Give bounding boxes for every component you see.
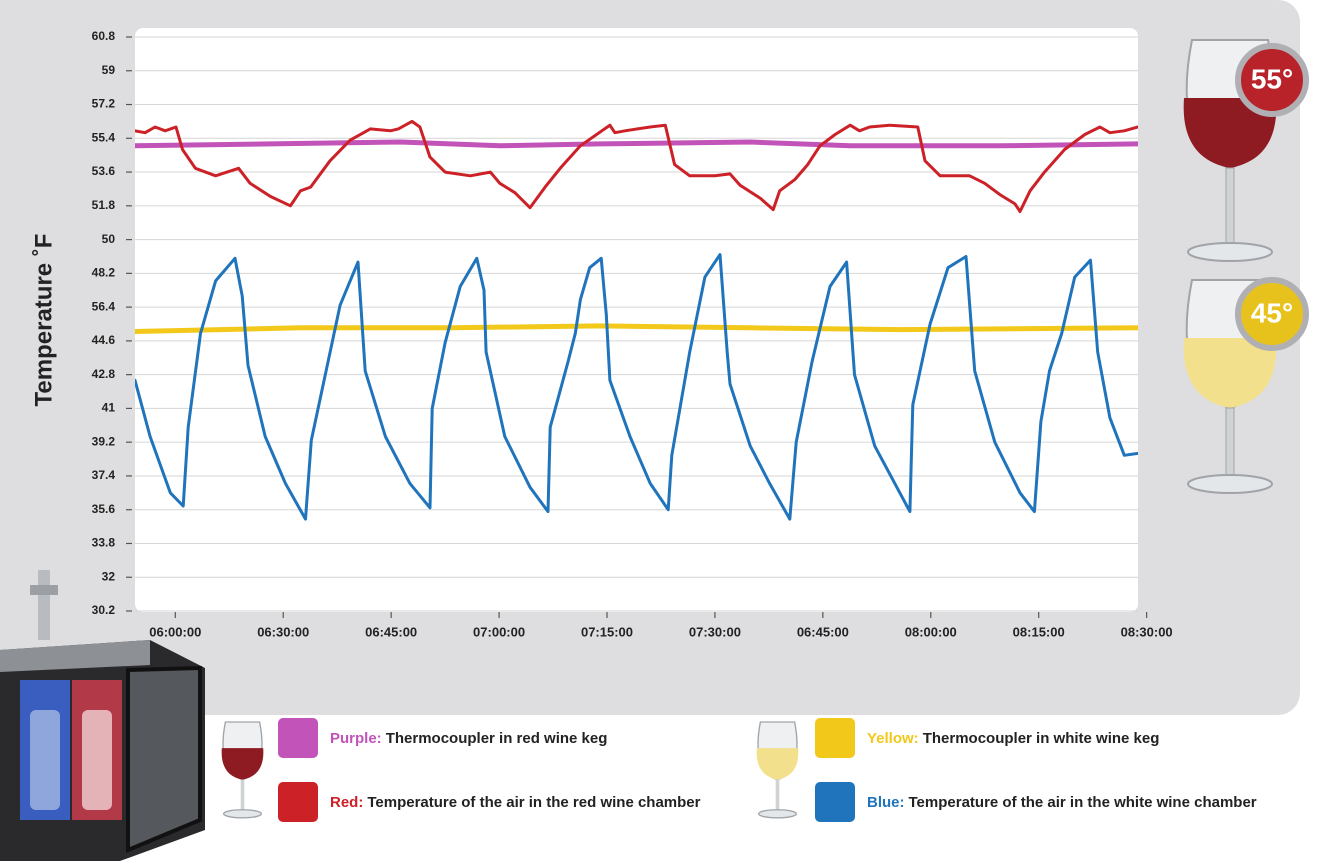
y-tick-label: 50 — [102, 232, 116, 246]
y-tick-label: 32 — [102, 569, 116, 583]
y-tick-label: 60.8 — [92, 29, 116, 43]
y-tick-label: 51.8 — [92, 198, 116, 212]
legend-color-name: Blue: — [867, 794, 905, 811]
legend-glass — [222, 722, 264, 818]
y-axis-title: Temperature ˚F — [30, 234, 57, 407]
y-tick-label: 57.2 — [92, 97, 116, 111]
y-tick-label: 39.2 — [92, 434, 116, 448]
x-tick-label: 06:45:00 — [365, 624, 417, 639]
y-tick-label: 37.4 — [92, 468, 116, 482]
legend-label: Red:Temperature of the air in the red wi… — [330, 794, 701, 811]
legend-label: Purple:Thermocoupler in red wine keg — [330, 730, 607, 747]
legend-name: Temperature of the air in the white wine… — [909, 794, 1257, 811]
legend-color-name: Yellow: — [867, 730, 919, 747]
y-tick-label: 55.4 — [92, 130, 116, 144]
y-tick-label: 41 — [102, 401, 116, 415]
legend-color-name: Purple: — [330, 730, 382, 747]
legend-name: Temperature of the air in the red wine c… — [367, 794, 700, 811]
legend-swatch — [278, 718, 318, 758]
x-tick-label: 06:00:00 — [149, 624, 201, 639]
legend-glass — [757, 722, 799, 818]
badge-label: 55° — [1251, 63, 1293, 94]
y-tick-label: 30.2 — [92, 603, 116, 617]
legend-swatch — [278, 782, 318, 822]
chart: Temperature ˚F 55° 45° — [0, 0, 1322, 861]
legend-swatch — [815, 718, 855, 758]
y-tick-label: 53.6 — [92, 164, 116, 178]
y-tick-label: 48.2 — [92, 266, 116, 280]
x-tick-label: 06:45:00 — [797, 624, 849, 639]
x-tick-label: 07:00:00 — [473, 624, 525, 639]
y-tick-label: 56.4 — [92, 299, 116, 313]
y-tick-label: 42.8 — [92, 367, 116, 381]
badge-label: 45° — [1251, 297, 1293, 328]
plot-area — [135, 28, 1138, 612]
x-tick-label: 07:15:00 — [581, 624, 633, 639]
x-tick-label: 08:30:00 — [1121, 624, 1173, 639]
x-tick-label: 06:30:00 — [257, 624, 309, 639]
x-tick-label: 08:15:00 — [1013, 624, 1065, 639]
page: Temperature ˚F 55° 45° — [0, 0, 1322, 861]
y-tick-label: 44.6 — [92, 333, 116, 347]
legend-label: Blue:Temperature of the air in the white… — [867, 794, 1257, 811]
legend-color-name: Red: — [330, 794, 363, 811]
legend-label: Yellow:Thermocoupler in white wine keg — [867, 730, 1159, 747]
y-tick-label: 33.8 — [92, 536, 116, 550]
legend-name: Thermocoupler in white wine keg — [923, 730, 1160, 747]
legend-name: Thermocoupler in red wine keg — [386, 730, 608, 747]
x-tick-label: 08:00:00 — [905, 624, 957, 639]
y-tick-label: 59 — [102, 63, 116, 77]
y-tick-label: 35.6 — [92, 502, 116, 516]
x-tick-label: 07:30:00 — [689, 624, 741, 639]
legend-swatch — [815, 782, 855, 822]
